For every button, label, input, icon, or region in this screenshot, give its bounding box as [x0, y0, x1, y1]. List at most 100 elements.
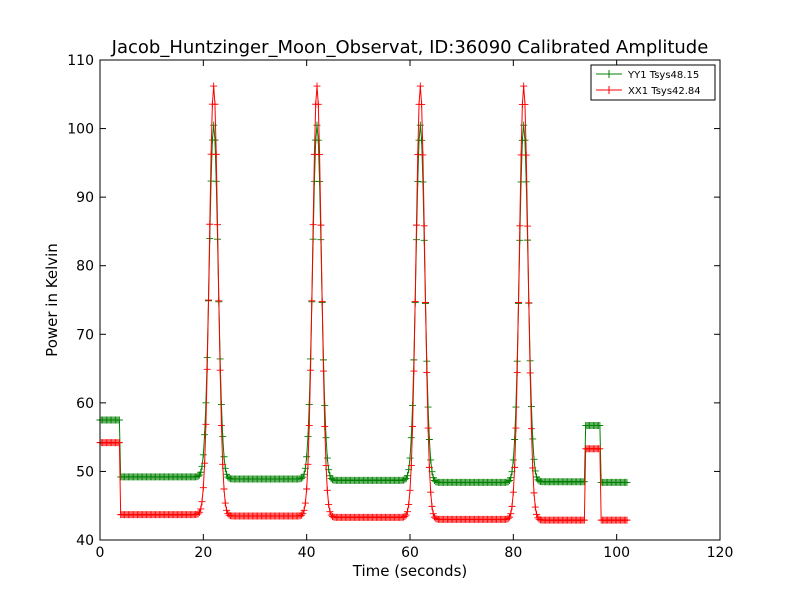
legend-entry-xx1: XX1 Tsys42.84 [596, 86, 701, 97]
legend: YY1 Tsys48.15 XX1 Tsys42.84 [590, 64, 716, 101]
data-point [313, 121, 321, 129]
y-tick-label: 40 [76, 533, 94, 549]
data-point [416, 82, 424, 90]
data-point [596, 421, 604, 429]
data-point [530, 455, 538, 463]
x-tick-label: 120 [707, 545, 734, 561]
data-point [520, 121, 528, 129]
data-point [509, 488, 517, 496]
y-tick-label: 90 [76, 190, 94, 206]
data-point [403, 472, 411, 480]
y-tick-label: 100 [67, 122, 94, 138]
data-point [580, 516, 588, 524]
data-point [508, 502, 516, 510]
chart-title: Jacob_Huntzinger_Moon_Observat, ID:36090… [111, 37, 709, 58]
x-axis: 0 20 40 60 80 100 120 [96, 60, 734, 561]
data-point [304, 460, 312, 468]
data-point [313, 82, 321, 90]
x-tick-label: 40 [298, 545, 316, 561]
data-point [309, 221, 317, 229]
data-point [195, 508, 203, 516]
data-point [509, 456, 517, 464]
data-point [409, 422, 417, 430]
data-point [533, 510, 541, 518]
data-point [401, 476, 409, 484]
data-point [299, 510, 307, 518]
data-point [212, 150, 220, 158]
data-point [429, 510, 437, 518]
data-point [403, 508, 411, 516]
data-point [525, 299, 533, 307]
data-point [406, 486, 414, 494]
data-point [530, 489, 538, 497]
data-point [511, 463, 519, 471]
legend-entry-yy1: YY1 Tsys48.15 [596, 70, 699, 81]
data-point [623, 516, 631, 524]
data-point [326, 508, 334, 516]
data-point [410, 367, 418, 375]
data-point [301, 499, 309, 507]
data-point [596, 445, 604, 453]
data-point [527, 425, 535, 433]
data-point [305, 421, 313, 429]
data-point [424, 424, 432, 432]
data-point [402, 474, 410, 482]
data-point [425, 463, 433, 471]
data-point [205, 296, 212, 304]
data-point [298, 511, 305, 519]
data-point [533, 473, 541, 481]
data-point [325, 500, 333, 508]
data-point [201, 431, 209, 439]
data-point [298, 474, 305, 482]
data-point [203, 365, 211, 373]
data-point [303, 485, 311, 493]
data-point [515, 299, 522, 307]
data-point [223, 470, 231, 478]
data-point [516, 222, 524, 230]
data-point [425, 435, 433, 443]
data-point [221, 499, 229, 507]
data-point [194, 510, 202, 518]
x-tick-label: 60 [401, 545, 419, 561]
data-point [512, 424, 520, 432]
data-point [318, 297, 326, 305]
legend-label-xx1: XX1 Tsys42.84 [628, 86, 701, 97]
data-point [520, 82, 528, 90]
data-point [419, 151, 427, 159]
legend-marker-yy1 [605, 70, 613, 78]
data-point [323, 454, 331, 462]
data-point [580, 478, 588, 486]
data-point [217, 421, 225, 429]
data-point [427, 488, 435, 496]
data-point [505, 513, 513, 521]
legend-marker-xx1 [605, 86, 613, 94]
series-markers [96, 121, 631, 486]
data-point [407, 434, 415, 442]
data-point [326, 472, 334, 480]
data-point [405, 500, 413, 508]
data-point [504, 515, 512, 523]
y-axis: 40 50 60 70 80 90 100 110 [67, 53, 720, 549]
data-point [194, 472, 202, 480]
data-point [299, 473, 307, 481]
data-point [529, 435, 537, 443]
data-point [418, 100, 426, 108]
data-point [507, 510, 515, 518]
data-point [201, 459, 209, 467]
data-point [623, 478, 631, 486]
data-point [322, 434, 330, 442]
y-tick-label: 60 [76, 396, 94, 412]
x-tick-label: 20 [194, 545, 212, 561]
data-point [429, 474, 437, 482]
legend-label-yy1: YY1 Tsys48.15 [627, 70, 699, 81]
data-point [411, 297, 419, 305]
data-point [199, 451, 207, 459]
data-point [215, 297, 223, 305]
data-point [529, 464, 537, 472]
plot-area [100, 60, 720, 540]
data-point [521, 136, 529, 144]
data-point [202, 420, 210, 428]
data-point [526, 369, 534, 377]
x-tick-label: 80 [504, 545, 522, 561]
